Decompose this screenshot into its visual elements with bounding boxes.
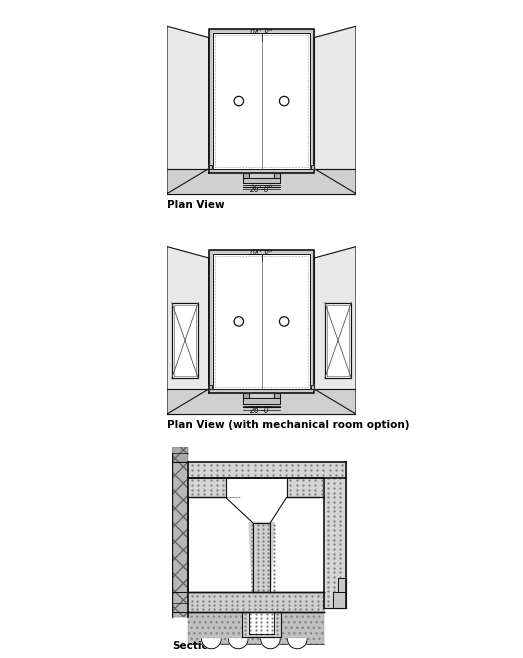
Text: 94’-8": 94’-8" [250, 29, 273, 38]
Text: 26’-0": 26’-0" [250, 185, 273, 194]
Polygon shape [324, 478, 346, 609]
Polygon shape [188, 592, 324, 612]
Polygon shape [209, 386, 212, 389]
Polygon shape [325, 303, 351, 378]
Polygon shape [209, 249, 314, 254]
Text: Plan View (with mechanical room option): Plan View (with mechanical room option) [167, 420, 410, 430]
Polygon shape [249, 522, 274, 592]
Polygon shape [311, 386, 314, 389]
Polygon shape [260, 639, 280, 649]
Polygon shape [242, 612, 281, 637]
Polygon shape [188, 462, 346, 478]
Polygon shape [310, 249, 314, 393]
Text: Plan View: Plan View [167, 199, 225, 210]
Polygon shape [288, 639, 307, 649]
Polygon shape [274, 173, 280, 178]
Polygon shape [213, 254, 310, 389]
Polygon shape [167, 389, 356, 414]
Polygon shape [311, 165, 314, 168]
Polygon shape [243, 178, 280, 183]
Polygon shape [314, 26, 356, 193]
Polygon shape [188, 478, 324, 592]
Text: 94’-8": 94’-8" [250, 249, 273, 259]
Text: 26’-0": 26’-0" [250, 405, 273, 415]
Bar [188, 612, 324, 644]
Polygon shape [209, 29, 213, 173]
Bar [172, 447, 188, 462]
Text: 50’-0": 50’-0" [266, 89, 275, 113]
Polygon shape [172, 303, 198, 378]
Polygon shape [243, 173, 249, 178]
Polygon shape [209, 168, 314, 173]
Polygon shape [213, 34, 310, 168]
Text: 14’ 2": 14’ 2" [242, 534, 247, 555]
Polygon shape [338, 578, 346, 592]
Text: 50’-0": 50’-0" [266, 310, 275, 333]
Polygon shape [188, 478, 226, 497]
Polygon shape [167, 168, 356, 193]
Text: 15’-10": 15’-10" [304, 522, 310, 548]
Polygon shape [229, 639, 248, 649]
Polygon shape [333, 592, 346, 609]
Polygon shape [310, 29, 314, 173]
Polygon shape [167, 247, 209, 414]
Text: 14’-9 3/4": 14’-9 3/4" [201, 517, 207, 553]
Polygon shape [249, 612, 274, 634]
Polygon shape [274, 393, 280, 398]
Polygon shape [209, 389, 314, 393]
Polygon shape [243, 393, 249, 398]
Polygon shape [209, 29, 314, 34]
Polygon shape [209, 249, 213, 393]
Polygon shape [243, 398, 280, 403]
Polygon shape [209, 165, 212, 168]
Polygon shape [201, 639, 221, 649]
Polygon shape [314, 247, 356, 414]
Bar [172, 462, 188, 617]
Polygon shape [287, 478, 324, 497]
Polygon shape [167, 26, 209, 193]
Text: Section: Section [172, 640, 216, 651]
